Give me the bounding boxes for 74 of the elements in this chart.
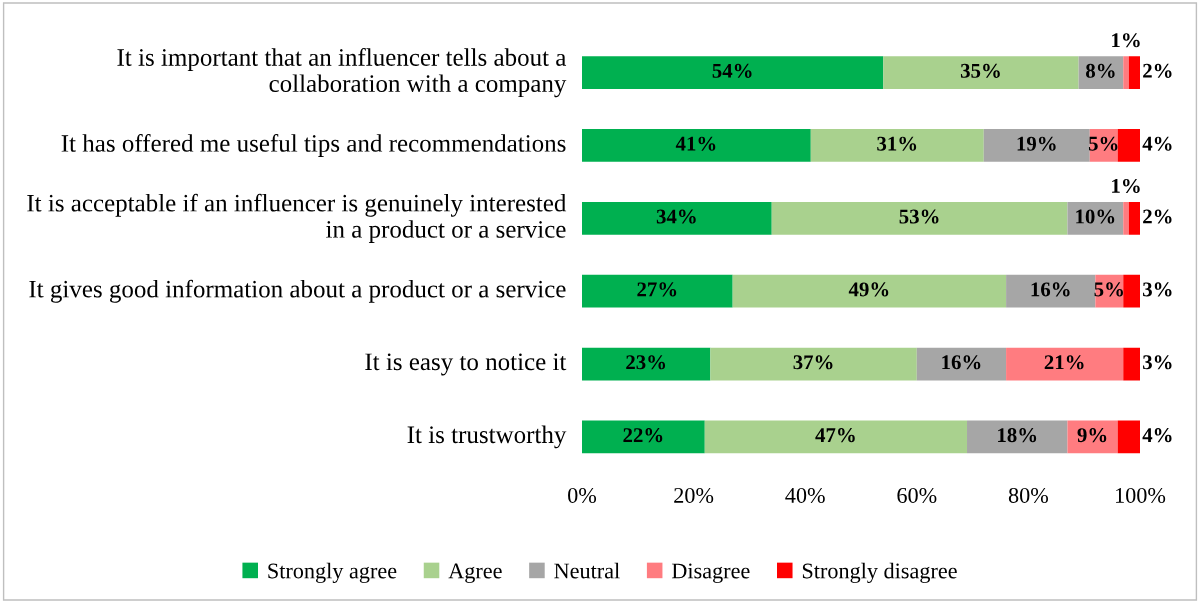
bar <box>883 56 1079 90</box>
data-label: 16% <box>942 355 981 370</box>
data-label: 37% <box>793 355 833 370</box>
data-label: 3% <box>1143 282 1172 297</box>
data-label: 27% <box>637 282 677 297</box>
data-label: 22% <box>623 428 663 443</box>
data-label: 41% <box>675 136 716 151</box>
x-tick-label: 0% <box>568 487 597 503</box>
x-tick-label: 80% <box>1008 487 1049 503</box>
bar <box>582 129 811 162</box>
y-tick-label: It is acceptable if an influencer is genuinely interested in a product or a service <box>27 193 567 243</box>
y-tick-label: It is important that an influencer tells about a collaboration with a company <box>117 48 567 98</box>
data-label: 3% <box>1143 355 1172 370</box>
data-label: 2% <box>1143 63 1172 78</box>
y-tick-label: It is easy to notice it <box>365 353 567 376</box>
x-tick-label: 40% <box>785 487 825 503</box>
data-label: 19% <box>1017 136 1056 151</box>
bar <box>710 347 917 381</box>
bar <box>916 347 1007 381</box>
bar <box>582 274 733 308</box>
data-label: 5% <box>1088 136 1118 151</box>
legend-label: Strongly agree <box>268 562 397 583</box>
bar <box>582 56 884 90</box>
data-label: 49% <box>848 282 889 297</box>
data-label: 1% <box>1112 178 1140 194</box>
bar <box>582 201 772 235</box>
bar <box>1006 274 1096 308</box>
bar <box>1123 347 1140 381</box>
bar <box>1123 274 1140 308</box>
bar <box>1067 201 1124 235</box>
legend-label: Disagree <box>671 563 750 583</box>
y-tick-label: It gives good information about a product or a service <box>29 279 566 303</box>
bar <box>983 129 1090 162</box>
data-label: 10% <box>1076 209 1115 224</box>
bar <box>582 420 705 454</box>
data-label: 1% <box>1112 33 1140 48</box>
data-label: 53% <box>899 209 939 224</box>
bar <box>1128 56 1140 90</box>
y-tick-label: It is trustworthy <box>407 425 567 449</box>
data-label: 47% <box>815 428 855 443</box>
bar <box>1067 420 1118 454</box>
y-tick-label: It has offered me useful tips and recommendations <box>61 134 566 157</box>
bar <box>704 420 968 454</box>
x-tick-label: 60% <box>897 487 937 503</box>
data-label: 21% <box>1044 355 1084 370</box>
data-label: 31% <box>877 136 917 151</box>
data-label: 35% <box>960 63 1000 78</box>
bar <box>1128 201 1140 235</box>
data-label: 5% <box>1094 282 1123 297</box>
data-label: 16% <box>1031 282 1070 297</box>
legend-label: Strongly disagree <box>802 562 957 583</box>
data-label: 34% <box>656 209 696 224</box>
bar <box>1117 420 1140 454</box>
bar <box>732 274 1007 308</box>
data-label: 2% <box>1143 209 1172 224</box>
x-tick-label: 100% <box>1116 487 1166 503</box>
data-label: 8% <box>1086 63 1115 78</box>
bar <box>1117 129 1140 162</box>
data-label: 23% <box>626 355 666 370</box>
data-label: 18% <box>998 428 1037 443</box>
bar <box>582 347 711 381</box>
bar <box>1123 56 1129 90</box>
bar <box>1123 201 1129 235</box>
bar <box>771 201 1068 235</box>
legend-label: Neutral <box>554 562 620 579</box>
data-label: 54% <box>712 63 752 78</box>
bar <box>810 129 984 162</box>
data-label: 9% <box>1077 428 1107 443</box>
x-tick-label: 20% <box>674 487 714 503</box>
data-label: 4% <box>1142 136 1172 151</box>
bar <box>1006 347 1124 381</box>
data-label: 4% <box>1142 428 1172 443</box>
legend-label: Agree <box>448 563 502 583</box>
bar <box>967 420 1068 454</box>
